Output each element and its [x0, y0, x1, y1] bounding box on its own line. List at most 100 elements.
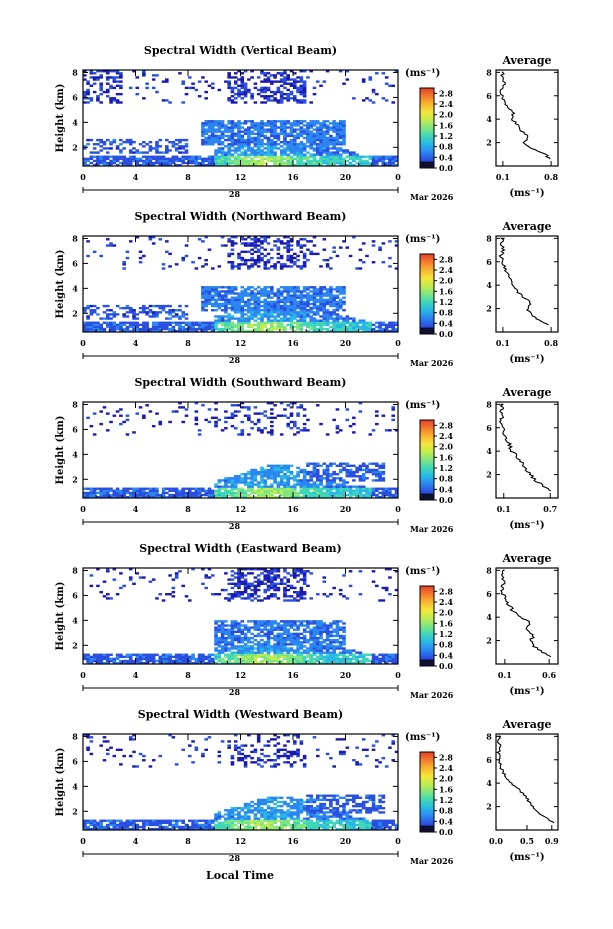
heatmap-cell: [263, 130, 268, 133]
heatmap-cell: [145, 313, 149, 316]
heatmap-cell: [270, 570, 274, 573]
heatmap-cell: [233, 124, 238, 127]
heatmap-cell: [260, 493, 264, 497]
heatmap-cell: [325, 466, 330, 470]
heatmap-cell: [217, 329, 222, 333]
heatmap-cell: [197, 653, 202, 656]
heatmap-cell: [319, 265, 323, 268]
heatmap-cell: [227, 120, 231, 123]
heatmap-cell: [299, 595, 304, 598]
heatmap-cell: [227, 288, 231, 291]
heatmap-cell: [181, 311, 186, 314]
heatmap-cell: [319, 128, 323, 131]
heatmap-cell: [309, 296, 313, 299]
heatmap-cell: [286, 250, 291, 253]
heatmap-cell: [332, 138, 336, 142]
heatmap-cell: [296, 570, 300, 573]
heatmap-cell: [220, 479, 225, 482]
heatmap-cell: [322, 327, 327, 331]
heatmap-cell: [99, 159, 103, 163]
heatmap-cell: [266, 143, 271, 146]
heatmap-cell: [240, 628, 245, 631]
heatmap-cell: [375, 487, 379, 490]
heatmap-cell: [253, 311, 258, 314]
heatmap-cell: [168, 574, 172, 577]
heatmap-cell: [158, 304, 163, 308]
heatmap-cell: [309, 620, 313, 623]
heatmap-cell: [309, 622, 313, 625]
heatmap-cell: [342, 149, 346, 152]
heatmap-cell: [227, 649, 231, 652]
heatmap-cell: [329, 483, 333, 486]
heatmap-cell: [105, 655, 110, 659]
heatmap-cell: [132, 315, 136, 318]
heatmap-cell: [270, 630, 274, 633]
heatmap-cell: [256, 256, 261, 260]
heatmap-cell: [309, 638, 313, 642]
heatmap-cell: [325, 124, 330, 127]
heatmap-cell: [361, 323, 366, 327]
heatmap-cell: [250, 427, 254, 430]
heatmap-cell: [279, 256, 284, 260]
heatmap-cell: [289, 661, 294, 665]
average-profile-line: [498, 403, 551, 492]
heatmap-cell: [233, 323, 238, 327]
heatmap-cell: [158, 655, 163, 659]
heatmap-cell: [253, 159, 258, 163]
heatmap-cell: [283, 122, 287, 125]
heatmap-cell: [270, 464, 274, 467]
heatmap-cell: [270, 477, 274, 480]
heatmap-cell: [105, 321, 110, 324]
heatmap-cell: [253, 584, 258, 588]
heatmap-cell: [96, 584, 100, 588]
heatmap-cell: [201, 294, 205, 297]
heatmap-cell: [243, 319, 248, 322]
heatmap-cell: [253, 406, 258, 409]
heatmap-cell: [279, 97, 284, 100]
heatmap-cell: [338, 485, 343, 488]
heatmap-cell: [286, 296, 291, 299]
heatmap-cell: [306, 418, 310, 422]
heatmap-cell: [227, 302, 231, 306]
heatmap-cell: [273, 584, 277, 588]
heatmap-cell: [220, 649, 225, 652]
heatmap-cell: [105, 161, 110, 165]
heatmap-cell: [260, 321, 264, 324]
heatmap-cell: [286, 491, 291, 495]
heatmap-cell: [263, 493, 268, 497]
heatmap-cell: [128, 493, 133, 497]
heatmap-cell: [270, 416, 274, 419]
heatmap-cell: [263, 410, 268, 413]
heatmap-cell: [263, 475, 268, 478]
heatmap-cell: [322, 485, 327, 488]
x-tick-label: 0: [80, 172, 86, 182]
heatmap-cell: [256, 311, 261, 314]
heatmap-cell: [289, 134, 294, 138]
heatmap-cell: [168, 657, 172, 661]
heatmap-cell: [266, 431, 271, 434]
heatmap-cell: [243, 317, 248, 320]
heatmap-cell: [256, 300, 261, 304]
heatmap-cell: [119, 655, 123, 659]
heatmap-cell: [178, 151, 182, 154]
heatmap-cell: [119, 327, 123, 331]
heatmap-cell: [319, 145, 323, 148]
heatmap-cell: [256, 244, 261, 247]
heatmap-cell: [243, 161, 248, 165]
heatmap-cell: [230, 327, 235, 331]
heatmap-cell: [312, 475, 317, 478]
heatmap-cell: [335, 149, 340, 152]
heatmap-cell: [293, 495, 297, 499]
heatmap-cell: [220, 491, 225, 495]
heatmap-cell: [214, 653, 218, 656]
heatmap-cell: [266, 306, 271, 310]
heatmap-cell: [240, 90, 245, 94]
heatmap-cell: [345, 155, 350, 158]
heatmap-cell: [371, 155, 376, 158]
heatmap-cell: [306, 622, 310, 625]
heatmap-cell: [299, 290, 304, 293]
heatmap-cell: [260, 122, 264, 125]
heatmap-cell: [384, 429, 389, 432]
heatmap-cell: [338, 470, 343, 474]
heatmap-cell: [155, 140, 159, 144]
